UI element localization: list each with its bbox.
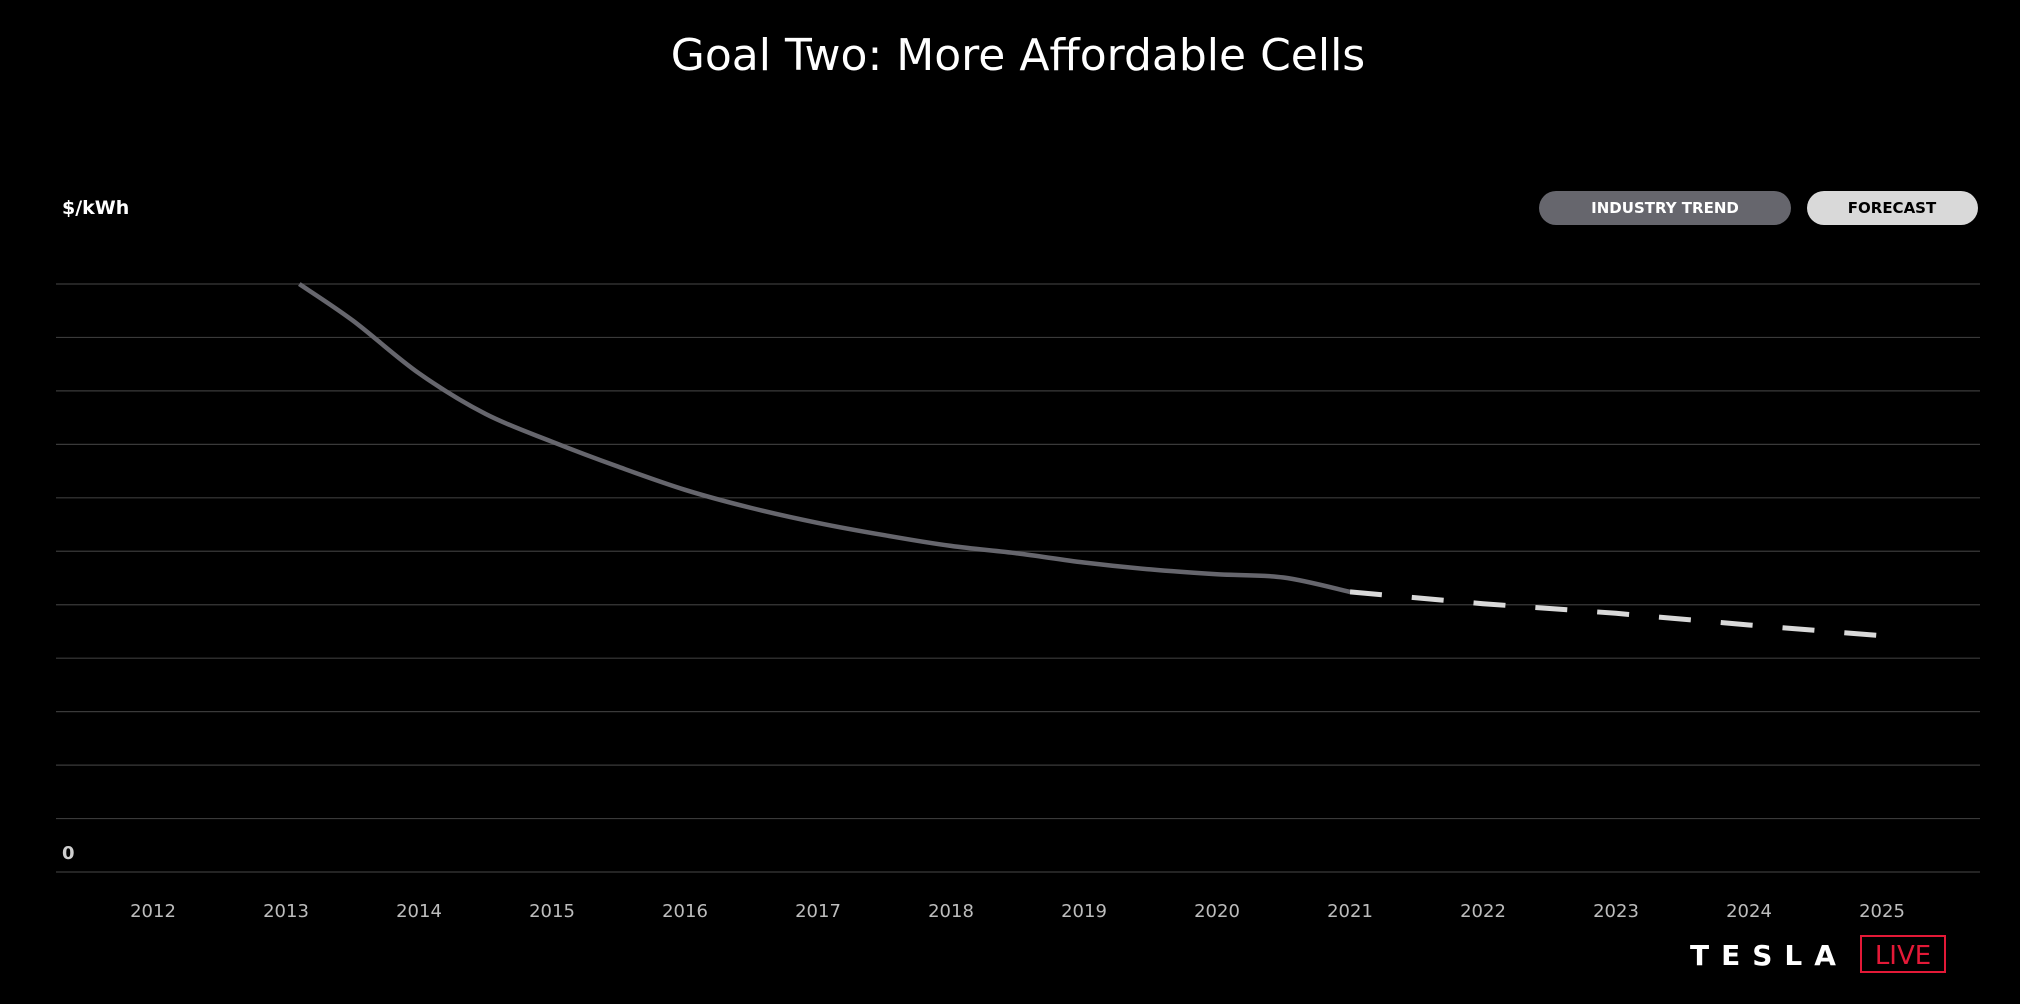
x-tick-label: 2024 xyxy=(1726,901,1772,922)
tesla-live-logo: TESLA LIVE xyxy=(1690,935,1946,973)
series-line-industry-trend xyxy=(298,282,1351,595)
x-tick-label: 2017 xyxy=(795,901,841,922)
grid-lines xyxy=(56,283,1980,873)
legend-item-industry-trend: INDUSTRY TREND xyxy=(1539,191,1791,225)
chart-title: Goal Two: More Affordable Cells xyxy=(671,30,1365,81)
x-tick-label: 2023 xyxy=(1593,901,1639,922)
legend-item-forecast: FORECAST xyxy=(1807,191,1978,225)
live-badge-frame xyxy=(1860,935,1946,973)
x-tick-label: 2012 xyxy=(130,901,176,922)
x-tick-label: 2021 xyxy=(1327,901,1373,922)
x-tick-label: 2025 xyxy=(1859,901,1905,922)
series-lines xyxy=(298,282,1889,639)
x-tick-label: 2019 xyxy=(1061,901,1107,922)
legend-label-forecast: FORECAST xyxy=(1848,199,1937,217)
x-tick-label: 2022 xyxy=(1460,901,1506,922)
series-line-forecast xyxy=(1349,589,1889,639)
x-tick-label: 2018 xyxy=(928,901,974,922)
y-axis-ticks: 0 xyxy=(62,843,75,864)
y-axis-label: $/kWh xyxy=(62,197,129,219)
live-badge-text: LIVE xyxy=(1875,941,1931,971)
x-tick-label: 2020 xyxy=(1194,901,1240,922)
y-tick-label: 0 xyxy=(62,843,75,864)
legend: INDUSTRY TREND FORECAST xyxy=(1539,191,1978,225)
legend-pill-industry-trend xyxy=(1539,191,1791,225)
x-tick-label: 2016 xyxy=(662,901,708,922)
legend-pill-forecast xyxy=(1807,191,1978,225)
x-tick-label: 2015 xyxy=(529,901,575,922)
x-tick-label: 2014 xyxy=(396,901,442,922)
x-axis-ticks: 2012 2013 2014 2015 2016 2017 2018 2019 2020 2021… xyxy=(130,901,1905,922)
tesla-wordmark: TESLA xyxy=(1690,939,1848,972)
legend-label-industry-trend: INDUSTRY TREND xyxy=(1591,199,1739,217)
x-tick-label: 2013 xyxy=(263,901,309,922)
